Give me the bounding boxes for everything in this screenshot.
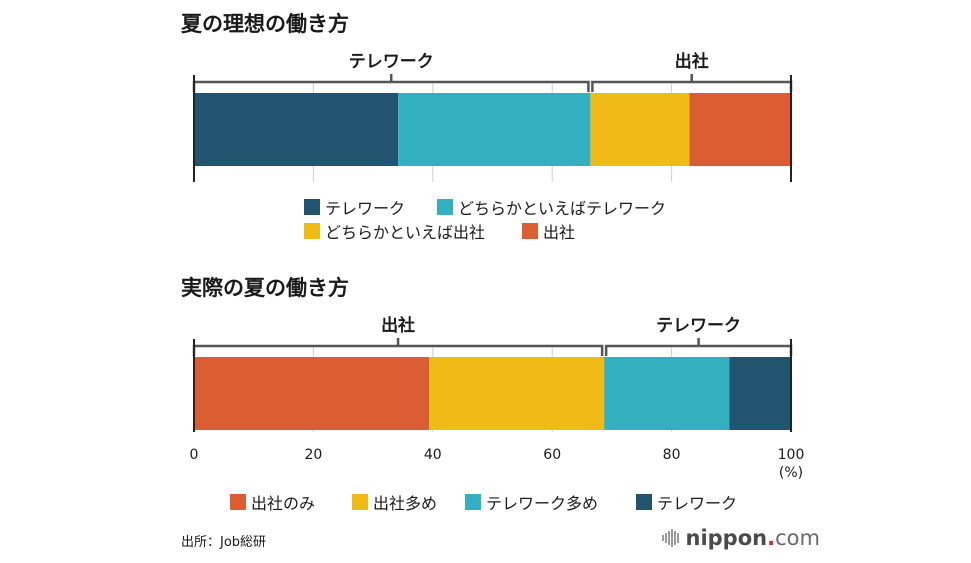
legend-item-ideal-3: 出社 [522,219,575,243]
legend-swatch [636,494,652,510]
legend-item-actual-0: 出社のみ [230,490,315,514]
x-tick-label-80: 80 [663,447,681,463]
legend-swatch [304,223,320,239]
group-bracket-1 [604,344,793,356]
group-label-1: 出社 [675,51,709,72]
legend-item-actual-2: テレワーク多め [465,490,598,514]
bar-segment-ideal-2 [590,93,690,166]
legend-label: テレワーク [657,494,738,513]
legend-item-actual-3: テレワーク [636,490,737,514]
bar-segment-ideal-1 [398,93,591,166]
legend-item-ideal-1: どちらかといえばテレワーク [437,195,666,219]
group-bracket-0 [192,344,604,356]
legend-label: どちらかといえばテレワーク [458,199,667,218]
x-tick-label-20: 20 [304,447,322,463]
legend-swatch [437,199,453,215]
chart-title-actual: 実際の夏の働き方 [181,276,349,300]
x-tick-label-60: 60 [543,447,561,463]
bar-segment-ideal-3 [689,93,791,166]
legend-label: 出社のみ [251,494,316,513]
chart-title-ideal: 夏の理想の働き方 [181,12,349,36]
bar-segment-actual-0 [194,357,430,430]
logo-dot: . [767,526,776,550]
bar-segment-actual-3 [729,357,791,430]
x-tick-label-0: 0 [190,447,199,463]
logo-bars-icon [662,529,679,547]
group-label-0: テレワーク [349,52,434,72]
legend-swatch [522,223,538,239]
x-axis-unit-label: (%) [779,465,803,481]
legend-label: 出社多め [373,494,438,513]
legend-swatch [465,494,481,510]
legend-swatch [352,494,368,510]
group-bracket-1 [591,80,793,92]
nippon-com-logo: nippon. com [662,526,820,550]
group-label-1: テレワーク [656,316,741,336]
group-bracket-0 [192,80,590,92]
logo-com: com [775,526,820,550]
bar-segment-actual-1 [429,357,605,430]
source-note: 出所：Job総研 [181,535,267,550]
logo-name: nippon [685,526,768,550]
legend-swatch [304,199,320,215]
legend-item-ideal-2: どちらかといえば出社 [304,219,485,243]
group-label-0: 出社 [381,315,415,336]
legend-label: テレワーク [325,199,406,218]
x-tick-label-100: 100 [778,447,805,463]
legend-label: テレワーク多め [486,494,599,513]
legend-item-ideal-0: テレワーク [304,195,405,219]
bar-segment-ideal-0 [194,93,399,166]
x-tick-label-40: 40 [424,447,442,463]
bar-segment-actual-2 [604,357,730,430]
legend-item-actual-1: 出社多め [352,490,437,514]
legend-swatch [230,494,246,510]
legend-label: 出社 [543,223,576,242]
legend-label: どちらかといえば出社 [325,223,486,242]
